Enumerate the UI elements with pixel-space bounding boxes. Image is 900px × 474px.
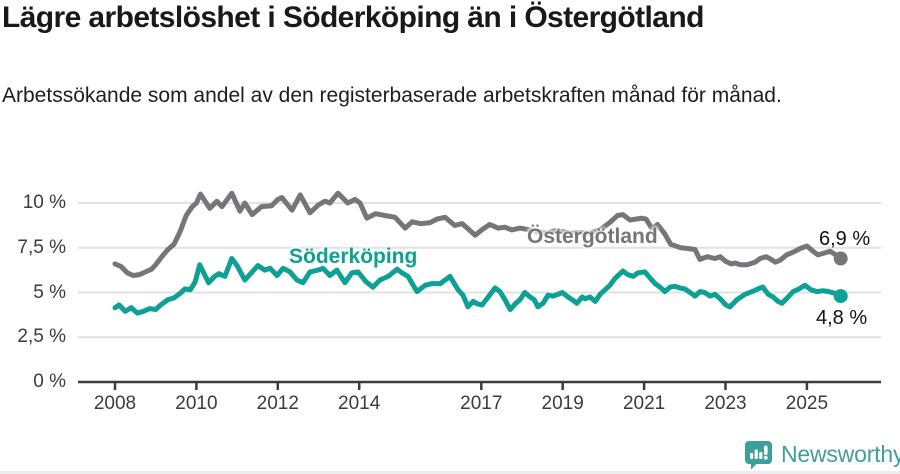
x-tick-label: 2008 [93, 393, 137, 414]
newsworthy-icon [743, 439, 774, 470]
x-tick-label: 2019 [541, 393, 584, 414]
x-tick-label: 2010 [175, 393, 218, 414]
series-label-soderkoping: Söderköping [289, 245, 418, 268]
x-tick-label: 2014 [338, 393, 381, 414]
y-tick-label: 7,5 % [17, 236, 66, 258]
y-tick-label: 10 % [22, 192, 66, 213]
end-value-label-ostergotland: 6,9 % [819, 228, 871, 250]
x-tick-label: 2025 [785, 393, 829, 414]
chart-title: Lägre arbetslöshet i Söderköping än i Ös… [2, 1, 704, 34]
newsworthy-wordmark: Newsworthy [781, 441, 900, 467]
chart-subtitle: Arbetssökande som andel av den registerb… [2, 84, 782, 107]
newsworthy-logo: Newsworthy [743, 439, 900, 470]
x-tick-label: 2021 [622, 393, 666, 414]
x-tick-label: 2017 [460, 393, 503, 414]
series-label-ostergotland: Östergötland [527, 225, 658, 248]
y-tick-label: 5 % [33, 281, 66, 303]
end-value-label-soderkoping: 4,8 % [816, 307, 868, 329]
x-tick-label: 2012 [256, 393, 299, 414]
y-tick-label: 0 % [33, 371, 66, 392]
x-tick-label: 2023 [704, 393, 747, 414]
y-tick-label: 2,5 % [17, 326, 66, 348]
bottom-edge-divider [0, 471, 900, 474]
